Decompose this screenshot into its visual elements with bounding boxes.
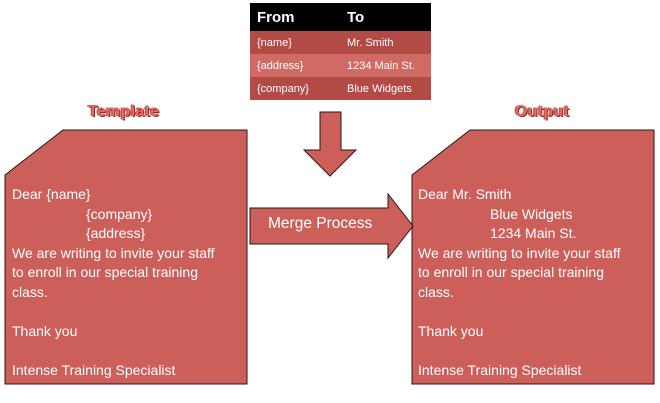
template-title: Template	[88, 103, 160, 120]
to-cell: 1234 Main St.	[340, 54, 431, 77]
mapping-table-header-row: From To	[250, 3, 431, 31]
from-cell: {address}	[250, 54, 340, 77]
template-line-blank	[12, 341, 215, 361]
output-line-body-2: to enroll in our special training	[418, 264, 604, 280]
output-line-company: Blue Widgets	[490, 205, 573, 222]
table-row: {address} 1234 Main St.	[250, 54, 431, 77]
column-header-from: From	[250, 3, 340, 31]
template-line-greeting: Dear {name}	[12, 186, 91, 202]
output-line-blank	[418, 341, 621, 361]
from-cell: {company}	[250, 77, 340, 100]
template-line-company: {company}	[86, 205, 153, 222]
output-letter-text: Dear Mr. Smith Blue Widgets 1234 Main St…	[418, 185, 621, 380]
output-line-signature: Intense Training Specialist	[418, 361, 582, 378]
merge-process-label: Merge Process	[268, 215, 373, 232]
merge-arrow	[249, 192, 414, 260]
table-row: {name} Mr. Smith	[250, 31, 431, 54]
output-line-closing: Thank you	[418, 322, 484, 339]
output-line-body-1: We are writing to invite your staff	[418, 244, 621, 261]
output-document-shape	[411, 129, 655, 385]
down-arrow	[302, 111, 358, 177]
output-title: Output	[515, 103, 570, 120]
table-row: {company} Blue Widgets	[250, 77, 431, 100]
output-line-greeting: Dear Mr. Smith	[418, 186, 512, 202]
output-line-body-3: class.	[418, 283, 454, 300]
template-line-address: {address}	[86, 225, 146, 241]
template-letter-text: Dear {name} {company} {address} We are w…	[12, 185, 215, 380]
template-line-body-2: to enroll in our special training	[12, 264, 198, 280]
from-cell: {name}	[250, 31, 340, 54]
column-header-to: To	[340, 3, 431, 31]
mapping-table: From To {name} Mr. Smith {address} 1234 …	[250, 3, 431, 100]
template-line-signature: Intense Training Specialist	[12, 361, 176, 378]
template-line-body-1: We are writing to invite your staff	[12, 244, 215, 261]
to-cell: Mr. Smith	[340, 31, 431, 54]
output-line-blank	[418, 302, 621, 322]
template-document-shape	[4, 129, 248, 385]
output-line-address: 1234 Main St.	[490, 225, 577, 241]
template-line-blank	[12, 302, 215, 322]
to-cell: Blue Widgets	[340, 77, 431, 100]
template-line-closing: Thank you	[12, 322, 78, 339]
template-line-body-3: class.	[12, 283, 48, 300]
